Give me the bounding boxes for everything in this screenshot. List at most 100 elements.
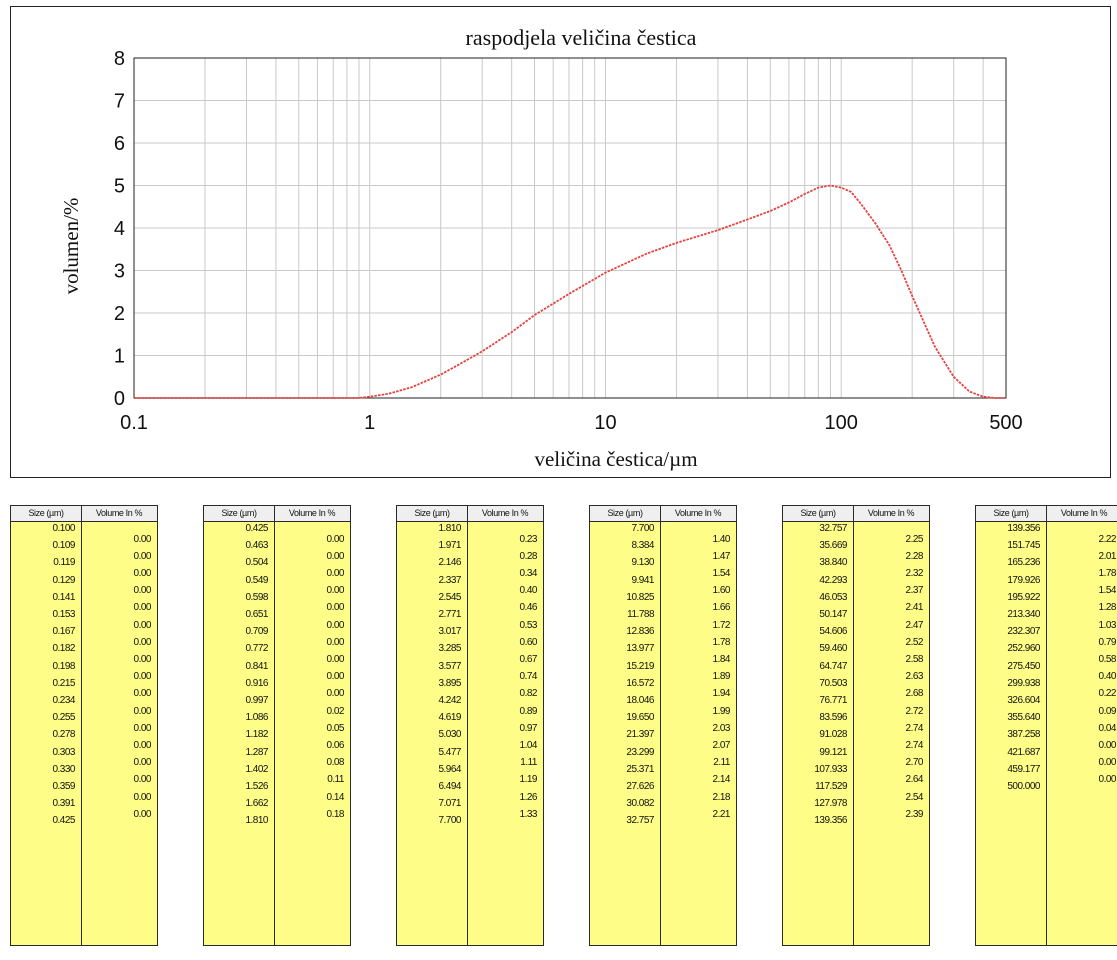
particle-size-chart: raspodjela veličina čestica volumen/% ve… bbox=[10, 6, 1111, 478]
volume-cell: 0.00 bbox=[133, 654, 152, 665]
y-tick-label: 8 bbox=[114, 48, 125, 70]
volume-cell: 0.46 bbox=[519, 602, 538, 614]
volume-cell: 1.84 bbox=[712, 654, 731, 665]
size-cell: 0.651 bbox=[245, 609, 268, 620]
volume-cell: 0.74 bbox=[519, 671, 538, 683]
volume-cell: 2.22 bbox=[1098, 533, 1117, 545]
volume-cell: 0.00 bbox=[133, 705, 152, 717]
size-cell: 4.242 bbox=[438, 695, 461, 706]
volume-cell: 2.72 bbox=[905, 705, 924, 717]
volume-cell: 1.78 bbox=[1098, 568, 1117, 579]
size-cell: 0.425 bbox=[245, 523, 268, 534]
volume-cell: 1.04 bbox=[519, 740, 538, 751]
size-cell: 252.960 bbox=[1007, 643, 1040, 655]
size-cell: 3.895 bbox=[438, 677, 461, 689]
size-cell: 0.359 bbox=[52, 781, 75, 792]
x-axis-label: veličina čestica/µm bbox=[534, 447, 697, 471]
size-cell: 2.146 bbox=[438, 557, 461, 569]
size-cell: 0.215 bbox=[52, 677, 75, 689]
volume-cell: 1.89 bbox=[712, 671, 731, 683]
size-cell: 0.255 bbox=[52, 712, 75, 724]
size-cell: 9.130 bbox=[631, 557, 654, 569]
volume-cell: 0.79 bbox=[1098, 636, 1117, 648]
size-column-header: Size (µm) bbox=[221, 508, 257, 518]
size-cell: 1.971 bbox=[438, 540, 461, 552]
volume-cell: 0.11 bbox=[327, 774, 344, 786]
volume-cell: 0.58 bbox=[1098, 654, 1117, 665]
size-cell: 0.100 bbox=[52, 523, 75, 534]
volume-cell: 0.00 bbox=[133, 774, 152, 786]
size-cell: 1.402 bbox=[245, 763, 268, 775]
size-cell: 0.549 bbox=[245, 574, 268, 586]
volume-cell: 1.72 bbox=[712, 619, 731, 631]
size-cell: 35.669 bbox=[819, 540, 847, 552]
volume-cell: 2.64 bbox=[905, 774, 924, 786]
size-cell: 1.810 bbox=[245, 815, 268, 827]
size-volume-table: Size (µm) Volume In % 1.810 1.971 2.146 2.337… bbox=[396, 505, 544, 946]
size-cell: 99.121 bbox=[819, 746, 847, 758]
size-cell: 9.941 bbox=[631, 574, 654, 586]
size-cell: 19.650 bbox=[626, 712, 654, 724]
volume-cell: 0.00 bbox=[133, 722, 152, 734]
size-cell: 127.978 bbox=[814, 798, 847, 810]
size-cell: 46.053 bbox=[819, 591, 847, 603]
volume-cell: 2.39 bbox=[905, 808, 924, 820]
volume-cell: 0.06 bbox=[326, 740, 345, 751]
size-cell: 0.141 bbox=[52, 591, 75, 603]
volume-cell: 0.00 bbox=[133, 585, 152, 597]
volume-cell: 2.52 bbox=[905, 636, 924, 648]
size-column-header: Size (µm) bbox=[800, 508, 836, 518]
size-column-header: Size (µm) bbox=[993, 508, 1029, 518]
size-cell: 0.119 bbox=[53, 557, 75, 569]
size-cell: 10.825 bbox=[626, 591, 654, 603]
size-cell: 54.606 bbox=[819, 626, 847, 638]
volume-cell: 2.11 bbox=[713, 757, 730, 769]
size-cell: 42.293 bbox=[819, 574, 847, 586]
volume-cell: 0.00 bbox=[1098, 774, 1117, 786]
volume-cell: 0.00 bbox=[133, 791, 152, 803]
volume-cell: 0.22 bbox=[1098, 688, 1117, 700]
volume-cell: 0.00 bbox=[133, 619, 152, 631]
column-divider bbox=[81, 506, 82, 945]
size-cell: 1.662 bbox=[245, 798, 268, 810]
size-cell: 0.463 bbox=[245, 540, 268, 552]
size-cell: 0.330 bbox=[52, 763, 75, 775]
volume-cell: 0.67 bbox=[519, 654, 538, 665]
volume-cell: 0.00 bbox=[133, 550, 152, 562]
volume-cell: 1.03 bbox=[1098, 619, 1117, 631]
size-cell: 15.219 bbox=[626, 660, 654, 672]
y-tick-label: 3 bbox=[114, 261, 125, 283]
size-cell: 195.922 bbox=[1007, 591, 1040, 603]
size-cell: 76.771 bbox=[819, 695, 847, 706]
x-tick-label: 1 bbox=[364, 412, 375, 434]
volume-column-header: Volume In % bbox=[288, 508, 336, 518]
size-cell: 4.619 bbox=[438, 712, 461, 724]
volume-column-header: Volume In % bbox=[481, 508, 529, 518]
size-cell: 23.299 bbox=[626, 746, 654, 758]
volume-cell: 0.23 bbox=[519, 533, 538, 545]
size-cell: 387.258 bbox=[1007, 729, 1040, 741]
size-cell: 11.788 bbox=[627, 609, 654, 620]
volume-cell: 0.34 bbox=[519, 568, 538, 579]
volume-cell: 1.19 bbox=[519, 774, 538, 786]
size-cell: 64.747 bbox=[819, 660, 847, 672]
volume-cell: 0.53 bbox=[519, 619, 538, 631]
volume-cell: 2.58 bbox=[905, 654, 924, 665]
volume-cell: 0.00 bbox=[326, 550, 345, 562]
size-cell: 1.086 bbox=[245, 712, 268, 724]
size-cell: 2.545 bbox=[438, 591, 461, 603]
size-cell: 117.529 bbox=[815, 781, 847, 792]
volume-cell: 0.00 bbox=[326, 585, 345, 597]
column-divider bbox=[853, 506, 854, 945]
size-cell: 326.604 bbox=[1007, 695, 1040, 706]
size-cell: 3.017 bbox=[438, 626, 461, 638]
volume-cell: 0.40 bbox=[519, 585, 538, 597]
tick-labels: 0.1 1 10 100 500 0 1 2 3 4 5 6 7 8 bbox=[114, 48, 1023, 434]
chart-frame-border bbox=[10, 6, 1111, 478]
x-tick-label: 10 bbox=[594, 412, 616, 434]
size-cell: 3.577 bbox=[438, 660, 461, 672]
size-cell: 459.177 bbox=[1007, 763, 1040, 775]
size-cell: 3.285 bbox=[438, 643, 461, 655]
y-tick-label: 4 bbox=[114, 218, 125, 240]
volume-cell: 2.68 bbox=[905, 688, 924, 700]
